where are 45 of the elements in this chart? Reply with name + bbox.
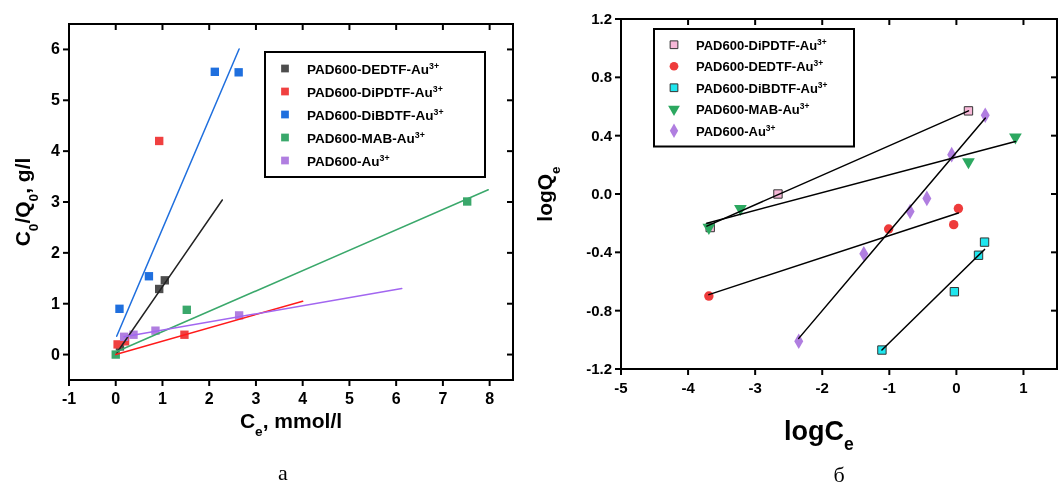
x-axis-title: C$_{e}$, mmol/l [239, 409, 343, 439]
x-tick-label: -4 [681, 379, 696, 396]
legend-label: PAD600-Au$^{3+}$ [696, 122, 776, 139]
y-tick-label: 0.0 [591, 185, 612, 202]
y-tick-label: 0 [51, 345, 61, 363]
y-tick-label: 5 [51, 91, 61, 109]
text: а [278, 460, 289, 485]
legend-label: PAD600-DEDTF-Au$^{3+}$ [696, 58, 824, 75]
x-tick-label: 4 [298, 390, 308, 407]
y-tick-label: 0.8 [591, 68, 612, 86]
x-tick-label: 1 [1019, 379, 1028, 396]
legend-label: PAD600-MAB-Au$^{3+}$ [696, 101, 810, 118]
y-tick-label: 4 [51, 142, 61, 160]
legend-label: PAD600-DiPDTF-Au$^{3+}$ [696, 36, 827, 53]
x-tick-label: 0 [952, 379, 961, 396]
x-tick-label: -2 [815, 379, 829, 396]
legend-label: PAD600-DiPDTF-Au$^{3+}$ [307, 83, 443, 100]
x-tick-label: -3 [748, 379, 762, 396]
legend-label: PAD600-DEDTF-Au$^{3+}$ [307, 60, 440, 77]
legend-label: PAD600-MAB-Au$^{3+}$ [307, 129, 425, 146]
y-tick-label: 6 [51, 40, 61, 58]
legend-label: PAD600-Au$^{3+}$ [307, 152, 390, 169]
x-tick-label: 0 [111, 390, 121, 407]
y-tick-label: -0.4 [586, 243, 613, 261]
x-tick-label: -1 [882, 379, 896, 396]
x-tick-label: 7 [438, 390, 448, 407]
x-tick-label: -5 [614, 379, 628, 396]
x-tick-label: -1 [61, 390, 77, 407]
legend-label: PAD600-DiBDTF-Au$^{3+}$ [696, 79, 828, 96]
x-tick-label: 1 [158, 390, 168, 407]
x-axis-title: logC$_{e}$ [784, 416, 855, 454]
y-tick-label: -1.2 [586, 360, 612, 377]
legend-label: PAD600-DiBDTF-Au$^{3+}$ [307, 106, 444, 123]
text: б [833, 462, 845, 487]
y-tick-label: 0.4 [591, 126, 613, 144]
y-tick-label: 1.2 [591, 10, 612, 27]
y-tick-label: 3 [51, 193, 61, 210]
y-tick-label: 2 [51, 243, 61, 261]
x-tick-label: 3 [251, 390, 261, 407]
x-tick-label: 2 [204, 390, 214, 407]
x-tick-label: 8 [485, 390, 495, 407]
y-tick-label: -0.8 [586, 301, 612, 319]
x-tick-label: 6 [391, 390, 401, 407]
y-tick-label: 1 [51, 294, 61, 312]
x-tick-label: 5 [344, 390, 354, 407]
